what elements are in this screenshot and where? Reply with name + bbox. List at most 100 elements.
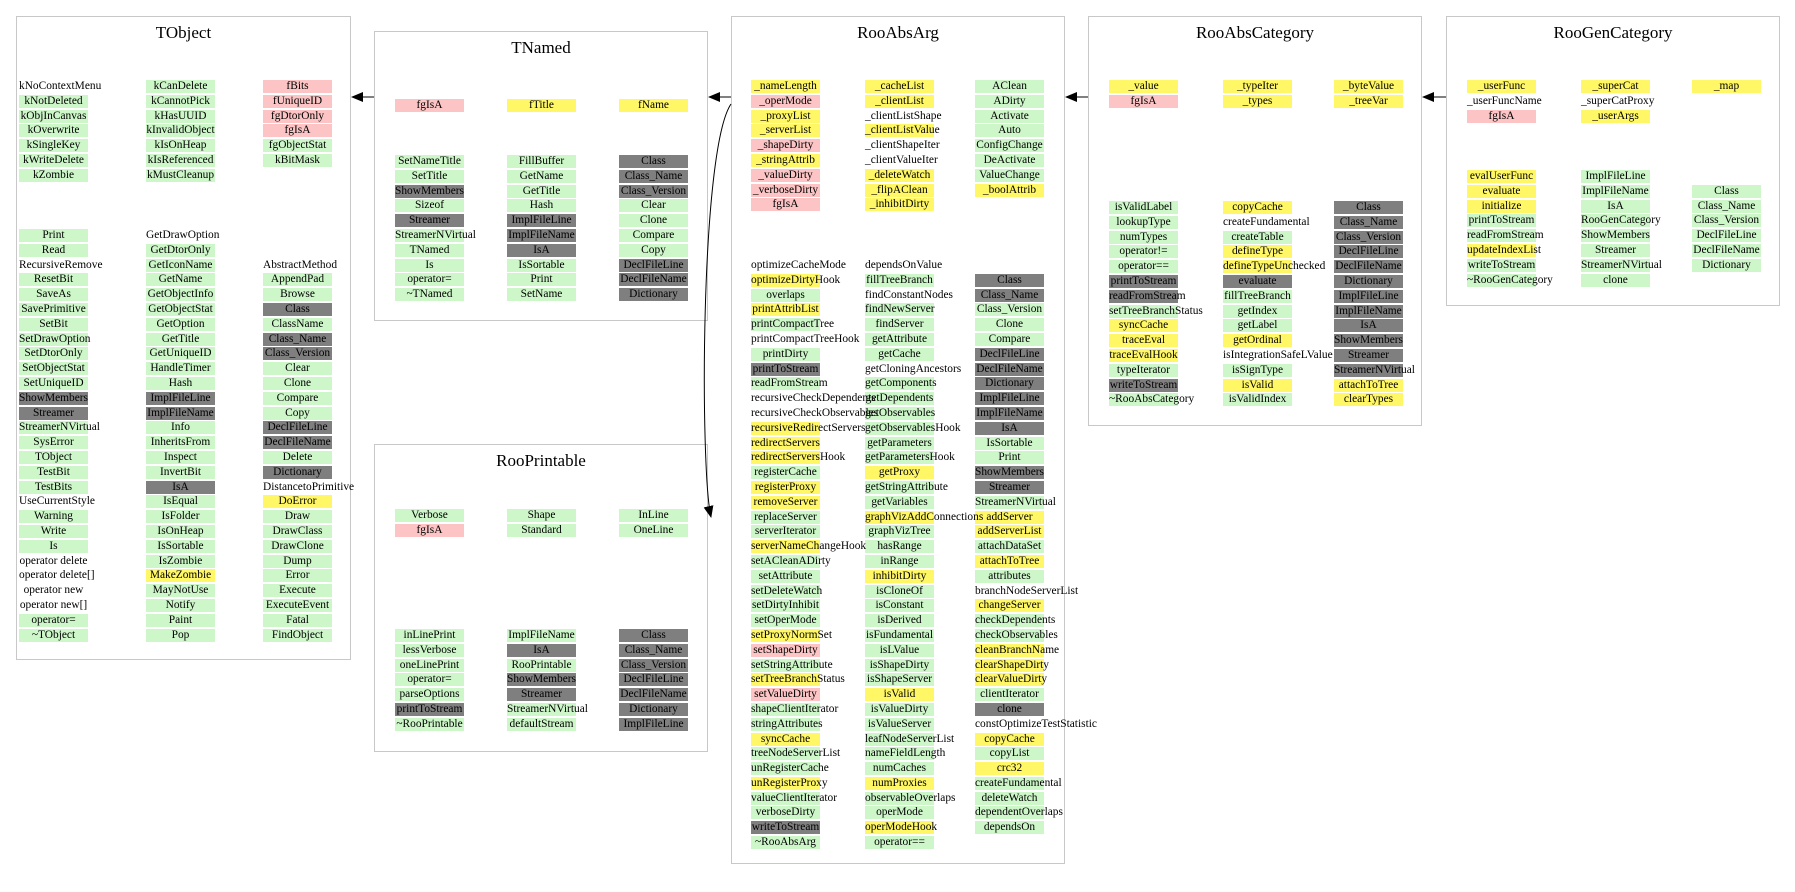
member-label: operator new (23, 584, 84, 597)
member-item: DeclFileLine (263, 421, 332, 435)
member-item: serverNameChangeHook (751, 540, 866, 554)
member-item: Browse (263, 288, 332, 302)
member-label: Delete (282, 450, 313, 463)
member-label: GetUniqueID (149, 347, 212, 360)
member-column: _value fgIsA (1109, 80, 1178, 110)
member-item: traceEval (1109, 334, 1178, 348)
member-label: branchNodeServerList (975, 584, 1079, 597)
member-item: Error (263, 569, 332, 583)
member-item: Auto (975, 124, 1044, 138)
member-label: setACleanADirty (751, 554, 831, 567)
member-column: kNoContextMenu kNotDeleted kObjInCanvas kOv… (19, 80, 101, 184)
member-label: Sizeof (414, 199, 445, 212)
member-label: ImplFileLine (1338, 289, 1399, 302)
member-label: Compare (276, 391, 319, 404)
member-item: SysError (19, 436, 88, 450)
member-label: ~RooGenCategory (1467, 273, 1553, 286)
member-label: DeclFileLine (1338, 245, 1399, 258)
member-item: serverIterator (751, 525, 820, 539)
member-label: unRegisterCache (751, 762, 829, 775)
member-label: GetOption (156, 317, 205, 330)
member-item: oneLinePrint (395, 658, 464, 672)
member-label: ~TNamed (406, 288, 453, 301)
member-item: addServer (975, 510, 1044, 524)
member-label: kSingleKey (26, 139, 81, 152)
member-item (263, 229, 332, 242)
member-column: dependsOnValue fillTreeBranch findConstant… (865, 259, 983, 851)
member-item: kIsReferenced (146, 153, 215, 167)
member-column: fBits fUniqueID fgDtorOnly fgIsA fgObjectSta… (263, 80, 332, 169)
member-item: crc32 (975, 762, 1044, 776)
class-title: TNamed (511, 38, 571, 57)
member-label: observableOverlaps (865, 791, 956, 804)
member-item: Class_Version (263, 347, 332, 361)
member-item: ShowMembers (1581, 229, 1650, 243)
member-label: deleteWatch (981, 791, 1038, 804)
member-label: isShapeDirty (869, 658, 930, 671)
member-item: isDerived (865, 614, 934, 628)
member-label: TestBits (34, 480, 73, 493)
member-label: checkObservables (975, 628, 1058, 641)
member-item: stringAttributes (751, 717, 823, 731)
class-title: RooPrintable (496, 451, 586, 470)
member-label: DeclFileName (264, 436, 331, 449)
member-item: Hash (507, 199, 576, 213)
member-column: _userFunc _userFuncName fgIsA (1467, 80, 1542, 124)
member-label: getObservables (865, 406, 936, 419)
member-item: fgIsA (263, 124, 332, 138)
member-item: Standard (507, 523, 576, 537)
member-item: ImplFileName (975, 406, 1044, 420)
member-column: SetNameTitle SetTitle ShowMembers Sizeof Str… (395, 155, 476, 303)
member-item: clone (975, 702, 1044, 716)
member-item: writeToStream (1467, 258, 1536, 272)
member-label: Class_Name (980, 288, 1039, 301)
member-column: fgIsA (395, 99, 464, 114)
member-item: branchNodeServerList (975, 585, 1078, 598)
member-item: printDirty (751, 347, 820, 361)
member-item: deleteWatch (975, 791, 1044, 805)
member-item: isLValue (865, 643, 934, 657)
member-label: IsSortable (157, 539, 204, 552)
member-item: Compare (263, 391, 332, 405)
member-item: SetObjectStat (19, 362, 88, 376)
member-label: Clone (995, 318, 1024, 331)
member-label: lessVerbose (402, 643, 457, 656)
member-column: GetDrawOption GetDtorOnly GetIconName GetNa… (146, 229, 219, 643)
member-label: setShapeDirty (753, 643, 818, 656)
member-label: isShapeServer (866, 673, 933, 686)
member-label: Streamer (1594, 243, 1637, 256)
member-label: getCache (878, 347, 921, 360)
member-item: Delete (263, 450, 332, 464)
member-item: Class_Version (1692, 214, 1761, 228)
member-item (1692, 170, 1761, 183)
member-label: Class (641, 629, 666, 641)
member-label: _byteValue (1342, 80, 1395, 92)
member-item: redirectServersHook (751, 451, 845, 465)
member-label: StreamerNVirtual (395, 228, 476, 241)
member-label: ShowMembers (1581, 229, 1650, 242)
member-item: readFromStream (751, 377, 828, 391)
member-label: _proxyList (760, 109, 811, 122)
member-item: setTreeBranchStatus (1109, 304, 1203, 318)
member-item (975, 259, 1044, 272)
member-item: verboseDirty (751, 806, 820, 820)
member-item: DeclFileName (1334, 260, 1403, 274)
member-item: IsA (507, 643, 576, 657)
member-label: Streamer (32, 406, 75, 419)
member-item: dependsOnValue (865, 259, 942, 272)
member-label: isIntegrationSafeLValue (1223, 348, 1333, 361)
member-label: Class (1714, 184, 1739, 197)
member-label: Dictionary (629, 702, 678, 715)
member-label: DeclFileLine (623, 258, 684, 271)
member-item: RooGenCategory (1581, 214, 1661, 228)
member-item: clearValueDirty (975, 673, 1047, 687)
member-label: ~RooAbsArg (754, 836, 816, 849)
member-label: SetName (520, 288, 563, 301)
member-item: Class_Version (619, 184, 688, 198)
member-item: getObservables (865, 406, 936, 420)
member-label: Class (285, 302, 310, 315)
member-label: cleanBranchName (975, 643, 1060, 656)
member-item: DrawClass (263, 524, 332, 538)
member-item: checkDependents (975, 614, 1055, 628)
member-item: ~RooPrintable (395, 717, 464, 731)
